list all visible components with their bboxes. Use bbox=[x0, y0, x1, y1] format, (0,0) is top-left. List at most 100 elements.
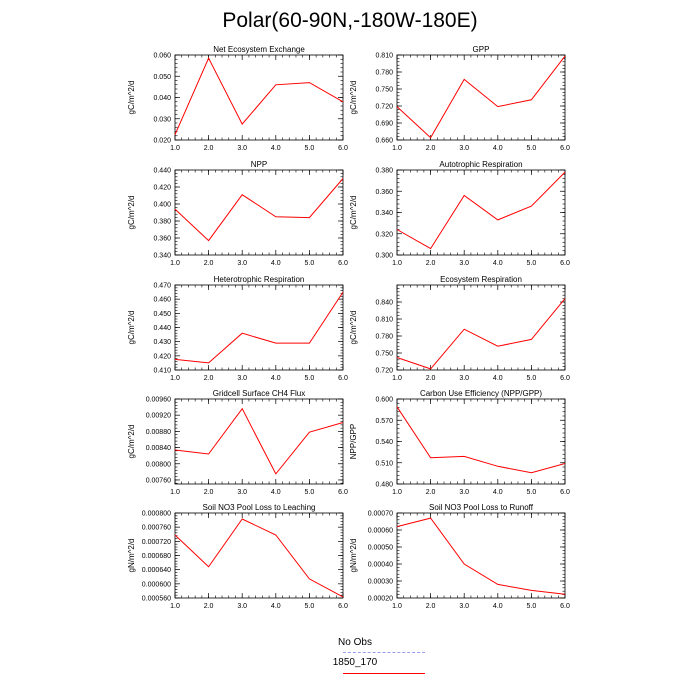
y-tick-label: 0.410 bbox=[153, 368, 171, 375]
x-tick-label: 4.0 bbox=[271, 603, 281, 610]
y-tick-label: 0.00760 bbox=[146, 477, 171, 484]
y-tick-label: 0.00800 bbox=[146, 461, 171, 468]
x-tick-label: 2.0 bbox=[426, 145, 436, 152]
y-tick-label: 0.540 bbox=[375, 439, 393, 446]
figure-title: Polar(60-90N,-180W-180E) bbox=[222, 9, 478, 32]
y-tick-label: 0.810 bbox=[375, 317, 393, 324]
y-axis-label: gC/m^2/d bbox=[127, 81, 136, 115]
y-tick-label: 0.750 bbox=[375, 87, 393, 94]
x-tick-label: 1.0 bbox=[392, 489, 402, 496]
plot-frame bbox=[174, 54, 344, 141]
y-axis-label: gC/m^2/d bbox=[349, 311, 358, 345]
y-tick-label: 0.00920 bbox=[146, 413, 171, 420]
y-tick-label: 0.380 bbox=[153, 219, 171, 226]
x-tick-label: 3.0 bbox=[237, 489, 247, 496]
x-tick-label: 4.0 bbox=[271, 489, 281, 496]
x-tick-label: 4.0 bbox=[271, 260, 281, 267]
plot-frame bbox=[396, 284, 566, 371]
plot-frame bbox=[396, 54, 566, 141]
x-tick-label: 2.0 bbox=[204, 375, 214, 382]
series-line-1850-170 bbox=[174, 178, 344, 242]
y-tick-label: 0.00060 bbox=[368, 528, 393, 535]
x-tick-label: 1.0 bbox=[392, 260, 402, 267]
panel-net-ecosystem-exchange: Net Ecosystem Exchange gC/m^2/d 1.0 2.0 3.0 4… bbox=[127, 45, 348, 152]
x-tick-label: 5.0 bbox=[305, 489, 315, 496]
x-tick-label: 2.0 bbox=[426, 375, 436, 382]
x-tick-label: 1.0 bbox=[170, 145, 180, 152]
y-tick-label: 0.440 bbox=[153, 168, 171, 175]
y-tick-label: 0.420 bbox=[153, 353, 171, 360]
y-tick-label: 0.840 bbox=[375, 300, 393, 307]
x-tick-label: 1.0 bbox=[392, 145, 402, 152]
series-line-1850-170 bbox=[396, 406, 566, 474]
y-tick-label: 0.570 bbox=[375, 418, 393, 425]
y-tick-label: 0.470 bbox=[153, 283, 171, 290]
x-tick-label: 6.0 bbox=[560, 375, 570, 382]
y-axis-label: gC/m^2/d bbox=[349, 81, 358, 115]
x-tick-label: 3.0 bbox=[459, 375, 469, 382]
y-tick-label: 0.00840 bbox=[146, 445, 171, 452]
y-tick-label: 0.00880 bbox=[146, 429, 171, 436]
x-tick-label: 3.0 bbox=[459, 260, 469, 267]
x-tick-label: 5.0 bbox=[527, 375, 537, 382]
panel-gpp: GPP gC/m^2/d 1.0 2.0 3.0 4.0 5.0 6.0 0.660 0.690 0… bbox=[349, 45, 570, 152]
y-tick-label: 0.00020 bbox=[368, 596, 393, 603]
panel-title: Heterotrophic Respiration bbox=[214, 275, 305, 284]
x-tick-label: 5.0 bbox=[527, 489, 537, 496]
y-axis-label: gC/m^2/d bbox=[127, 196, 136, 230]
y-tick-label: 0.720 bbox=[375, 368, 393, 375]
series-line-1850-170 bbox=[396, 55, 566, 139]
x-tick-label: 4.0 bbox=[493, 375, 503, 382]
legend-label-1850-170: 1850_170 bbox=[332, 657, 378, 668]
series-line-1850-170 bbox=[396, 517, 566, 595]
y-tick-label: 0.720 bbox=[375, 104, 393, 111]
x-tick-label: 1.0 bbox=[170, 603, 180, 610]
y-tick-label: 0.340 bbox=[153, 253, 171, 260]
y-tick-label: 0.600 bbox=[375, 397, 393, 404]
y-tick-label: 0.340 bbox=[375, 210, 393, 217]
series-line-1850-170 bbox=[174, 407, 344, 475]
plot-frame bbox=[396, 169, 566, 256]
y-tick-label: 0.300 bbox=[375, 253, 393, 260]
x-tick-label: 2.0 bbox=[204, 260, 214, 267]
x-tick-label: 1.0 bbox=[392, 603, 402, 610]
y-tick-label: 0.430 bbox=[153, 339, 171, 346]
plot-frame bbox=[174, 512, 344, 599]
x-tick-label: 4.0 bbox=[493, 260, 503, 267]
y-axis-label: gC/m^2/d bbox=[127, 425, 136, 459]
x-tick-label: 5.0 bbox=[305, 603, 315, 610]
series-line-1850-170 bbox=[396, 171, 566, 250]
y-tick-label: 0.510 bbox=[375, 460, 393, 467]
x-tick-label: 6.0 bbox=[338, 260, 348, 267]
panel-gridcell-surface-ch4-flux: Gridcell Surface CH4 Flux gC/m^2/d 1.0 2.0 3… bbox=[127, 389, 348, 496]
y-tick-label: 0.040 bbox=[153, 95, 171, 102]
y-tick-label: 0.420 bbox=[153, 185, 171, 192]
y-axis-label: gC/m^2/d bbox=[349, 196, 358, 230]
x-tick-label: 5.0 bbox=[305, 260, 315, 267]
y-tick-label: 0.450 bbox=[153, 311, 171, 318]
x-tick-label: 1.0 bbox=[170, 489, 180, 496]
y-tick-label: 0.440 bbox=[153, 325, 171, 332]
x-tick-label: 3.0 bbox=[459, 145, 469, 152]
panel-autotrophic-respiration: Autotrophic Respiration gC/m^2/d 1.0 2.0 3.0… bbox=[349, 160, 570, 267]
x-tick-label: 2.0 bbox=[204, 603, 214, 610]
x-tick-label: 4.0 bbox=[493, 145, 503, 152]
x-tick-label: 3.0 bbox=[459, 603, 469, 610]
panel-title: Ecosystem Respiration bbox=[440, 275, 522, 284]
y-tick-label: 0.00030 bbox=[368, 579, 393, 586]
plot-frame bbox=[174, 169, 344, 256]
y-tick-label: 0.000800 bbox=[142, 511, 171, 518]
x-tick-label: 2.0 bbox=[426, 603, 436, 610]
y-tick-label: 0.00040 bbox=[368, 562, 393, 569]
plot-frame bbox=[174, 398, 344, 485]
x-tick-label: 1.0 bbox=[170, 375, 180, 382]
y-tick-label: 0.000600 bbox=[142, 581, 171, 588]
x-tick-label: 6.0 bbox=[338, 145, 348, 152]
x-tick-label: 2.0 bbox=[426, 260, 436, 267]
y-tick-label: 0.480 bbox=[375, 482, 393, 489]
y-tick-label: 0.00050 bbox=[368, 545, 393, 552]
x-tick-label: 3.0 bbox=[237, 603, 247, 610]
x-tick-label: 3.0 bbox=[237, 145, 247, 152]
x-tick-label: 4.0 bbox=[271, 375, 281, 382]
